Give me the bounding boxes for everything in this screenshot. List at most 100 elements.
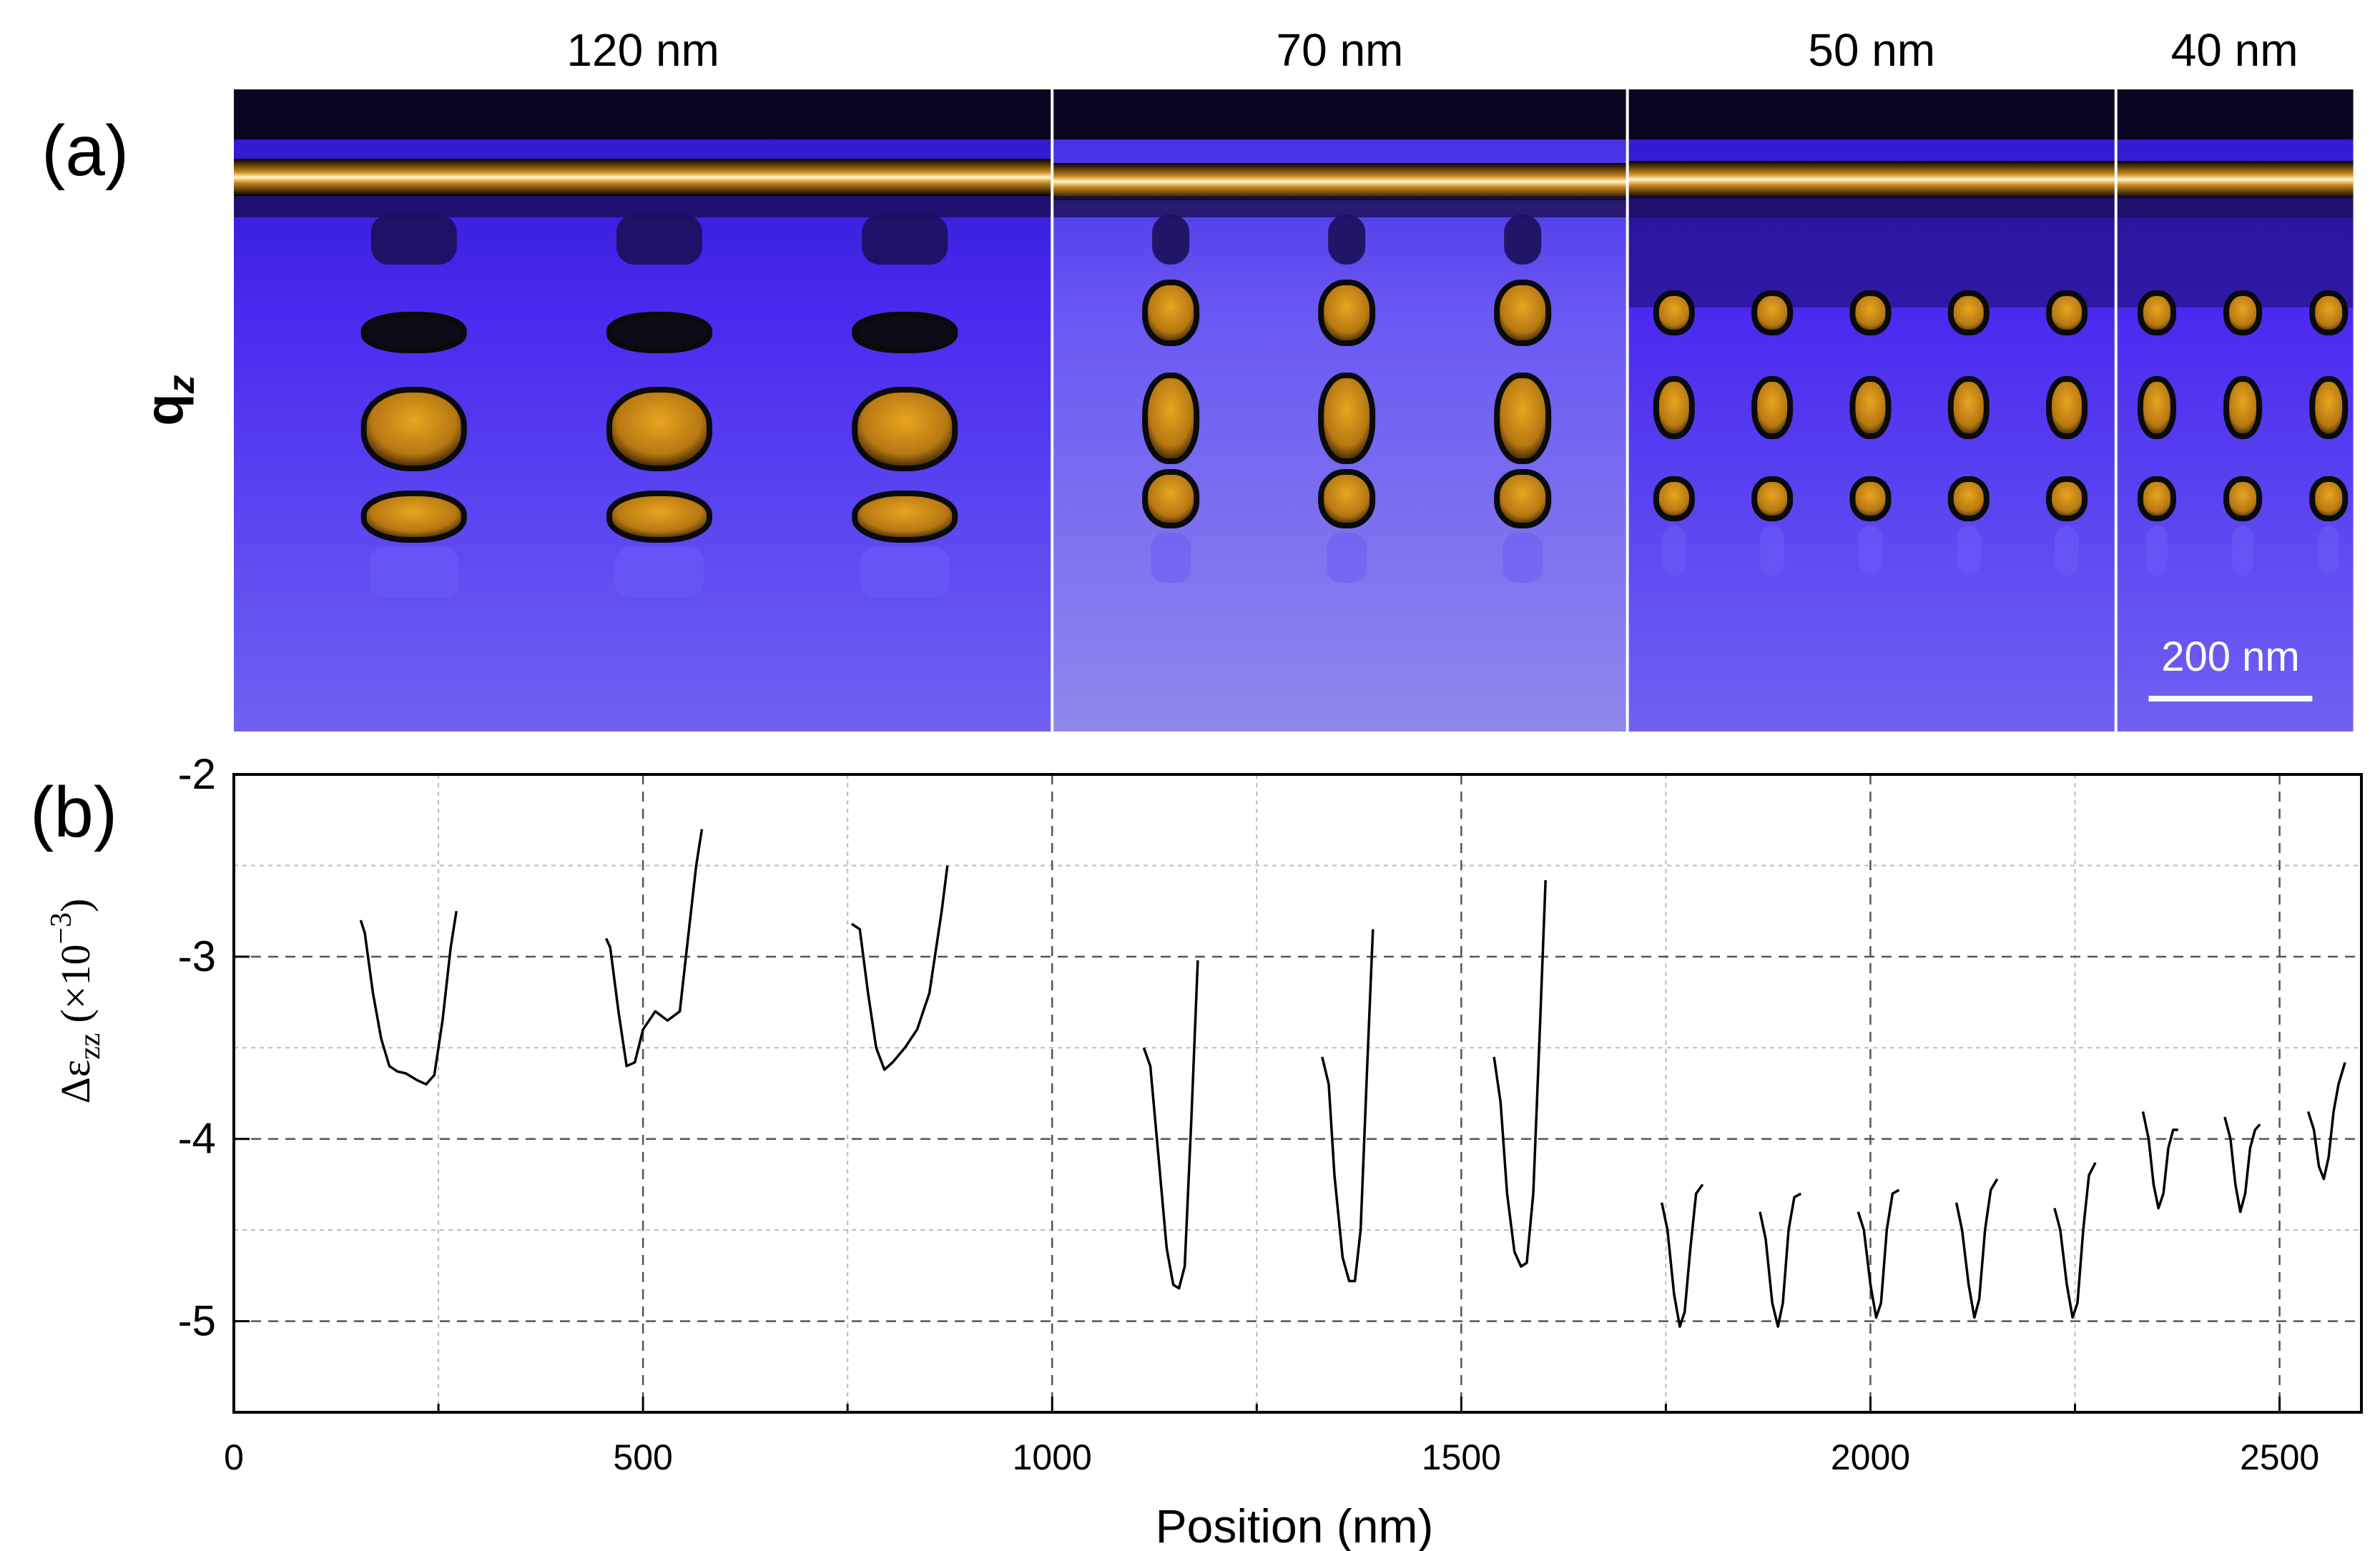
bragg-band xyxy=(1052,163,1628,200)
feature-lobe xyxy=(1751,376,1794,439)
series-line-7 xyxy=(1660,1183,1704,1328)
feature-lobe xyxy=(1653,376,1695,439)
qz-axis-label-main: q xyxy=(134,393,194,425)
periodic-feature xyxy=(1318,215,1376,583)
x-axis-title: Position (nm) xyxy=(1156,1500,1434,1551)
segment-4 xyxy=(2115,89,2354,732)
feature-lobe xyxy=(1849,476,1892,521)
feature-lobe xyxy=(1142,469,1200,528)
series-line-3 xyxy=(850,865,949,1071)
bragg-band xyxy=(1627,161,2116,198)
feature-upper-fringe xyxy=(1328,215,1366,265)
feature-upper-fringe xyxy=(1152,215,1190,265)
periodic-feature xyxy=(1751,290,1794,576)
panel-a-label: (a) xyxy=(41,111,129,191)
feature-upper-fringe xyxy=(370,215,457,265)
feature-upper-fringe xyxy=(616,215,702,265)
feature-lobe xyxy=(2309,476,2349,521)
bragg-band xyxy=(2115,161,2354,198)
feature-lobe xyxy=(2309,376,2349,439)
feature-lobe xyxy=(1653,476,1695,521)
feature-lobe xyxy=(1751,290,1794,335)
feature-lobe xyxy=(2046,476,2088,521)
periodic-feature xyxy=(1142,215,1200,583)
feature-lobe xyxy=(2046,376,2088,439)
x-tick-label: 2500 xyxy=(2240,1437,2319,1477)
series-line-4 xyxy=(1142,960,1199,1290)
x-tick-label: 500 xyxy=(613,1437,672,1477)
periodic-feature xyxy=(1947,290,1990,576)
feature-lower-fringe xyxy=(860,547,950,597)
feature-lobe xyxy=(1318,373,1376,464)
feature-lobe xyxy=(1142,373,1200,464)
band-shadow xyxy=(1052,196,1628,217)
feature-lower-fringe xyxy=(1151,533,1191,583)
feature-lobe xyxy=(1653,290,1695,335)
series-line-12 xyxy=(2141,1111,2178,1210)
segment-title-1: 120 nm xyxy=(566,24,719,76)
bragg-band xyxy=(234,159,1053,196)
periodic-feature xyxy=(2309,290,2349,576)
feature-lobe xyxy=(852,491,958,543)
x-tick-label: 1000 xyxy=(1013,1437,1092,1477)
feature-lobe xyxy=(2223,376,2263,439)
y-axis-title-unit: (×10 xyxy=(52,945,99,1023)
feature-lobe xyxy=(1849,376,1892,439)
top-dark-band xyxy=(1627,89,2116,139)
feature-lobe xyxy=(1318,469,1376,528)
feature-lobe xyxy=(2137,476,2176,521)
segment-title-2: 70 nm xyxy=(1276,24,1403,76)
feature-lobe xyxy=(360,387,467,471)
segment-1 xyxy=(234,89,1053,732)
top-dark-band xyxy=(234,89,1053,139)
feature-lobe xyxy=(360,491,467,543)
periodic-feature xyxy=(2046,290,2088,576)
feature-lobe xyxy=(1947,290,1990,335)
periodic-feature xyxy=(2137,290,2176,576)
series-line-11 xyxy=(2053,1162,2097,1319)
feature-lower-fringe xyxy=(1956,526,1981,576)
y-axis-title: Δεzz (×10−3) xyxy=(45,899,107,1104)
y-tick-label: -4 xyxy=(178,1115,216,1163)
series-line-1 xyxy=(359,910,458,1086)
series-line-8 xyxy=(1759,1192,1802,1328)
feature-lobe xyxy=(1494,280,1552,346)
periodic-feature xyxy=(360,215,467,597)
x-tick-label: 0 xyxy=(224,1437,244,1477)
feature-lobe xyxy=(852,387,958,471)
segment-title-3: 50 nm xyxy=(1808,24,1935,76)
feature-lobe xyxy=(2137,290,2176,335)
qz-axis-label: qz xyxy=(134,375,202,425)
feature-lower-fringe xyxy=(615,547,704,597)
scale-bar-label: 200 nm xyxy=(2161,634,2299,680)
y-axis-title-exp: −3 xyxy=(45,912,78,945)
feature-lobe xyxy=(606,387,712,471)
feature-lobe xyxy=(360,312,467,353)
qz-axis-label-sub: z xyxy=(161,375,202,394)
top-dark-band xyxy=(1052,89,1628,139)
series-line-2 xyxy=(605,829,704,1068)
band-shadow xyxy=(2115,196,2354,217)
series-line-10 xyxy=(1954,1178,1999,1319)
series-line-6 xyxy=(1493,880,1547,1268)
feature-lower-fringe xyxy=(1661,526,1686,576)
feature-lobe xyxy=(2137,376,2176,439)
feature-lobe xyxy=(2046,290,2088,335)
feature-lobe xyxy=(606,491,712,543)
feature-lobe xyxy=(1318,280,1376,346)
periodic-feature xyxy=(1849,290,1892,576)
y-axis-title-main: Δε xyxy=(52,1060,99,1104)
feature-lower-fringe xyxy=(1503,533,1543,583)
feature-lower-fringe xyxy=(2055,526,2080,576)
periodic-feature xyxy=(1653,290,1695,576)
feature-lower-fringe xyxy=(2318,526,2340,576)
periodic-feature xyxy=(2223,290,2263,576)
feature-lower-fringe xyxy=(1760,526,1785,576)
segment-title-4: 40 nm xyxy=(2171,24,2298,76)
feature-lower-fringe xyxy=(369,547,458,597)
periodic-feature xyxy=(1494,215,1552,583)
y-axis-title-sub: zz xyxy=(74,1033,107,1060)
feature-lobe xyxy=(1947,376,1990,439)
feature-lobe xyxy=(1494,373,1552,464)
